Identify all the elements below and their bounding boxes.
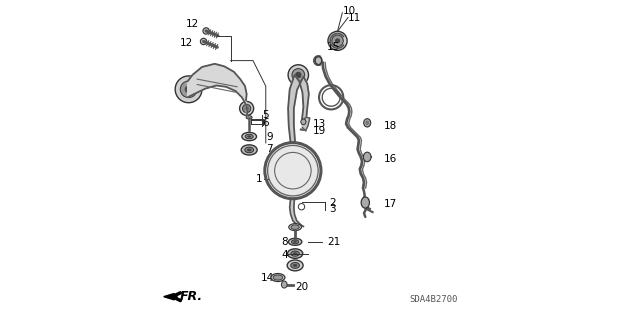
Ellipse shape	[282, 281, 287, 288]
Circle shape	[243, 104, 251, 113]
Circle shape	[175, 76, 202, 103]
Circle shape	[298, 204, 305, 210]
Ellipse shape	[287, 249, 303, 258]
Text: 3: 3	[330, 204, 336, 214]
Text: 9: 9	[266, 131, 273, 142]
Circle shape	[185, 85, 193, 93]
Ellipse shape	[273, 275, 283, 280]
Text: 12: 12	[180, 38, 193, 48]
Text: SDA4B2700: SDA4B2700	[410, 295, 458, 304]
Polygon shape	[164, 293, 174, 300]
Text: 21: 21	[328, 237, 341, 248]
Ellipse shape	[287, 260, 303, 271]
Ellipse shape	[247, 149, 252, 151]
Text: 14: 14	[261, 272, 275, 283]
Ellipse shape	[289, 238, 302, 245]
Ellipse shape	[247, 135, 252, 138]
Text: 12: 12	[186, 19, 198, 29]
Circle shape	[180, 81, 197, 98]
Text: 4: 4	[282, 250, 289, 260]
Circle shape	[239, 101, 253, 115]
Ellipse shape	[293, 252, 297, 255]
Polygon shape	[288, 75, 309, 143]
Text: FR.: FR.	[180, 290, 203, 302]
Text: 18: 18	[384, 121, 397, 131]
Ellipse shape	[291, 225, 300, 229]
Ellipse shape	[293, 264, 298, 267]
Ellipse shape	[289, 224, 301, 231]
Circle shape	[332, 35, 343, 47]
Text: 15: 15	[326, 42, 340, 52]
Text: 5: 5	[262, 110, 269, 121]
Ellipse shape	[246, 116, 252, 119]
Circle shape	[335, 38, 340, 43]
Ellipse shape	[365, 121, 369, 125]
Circle shape	[288, 65, 308, 85]
Ellipse shape	[291, 240, 299, 244]
Ellipse shape	[364, 152, 371, 162]
Text: 20: 20	[295, 282, 308, 292]
Ellipse shape	[203, 28, 209, 34]
Polygon shape	[188, 64, 247, 118]
Text: 10: 10	[342, 6, 355, 16]
Circle shape	[328, 31, 347, 50]
Ellipse shape	[242, 132, 257, 141]
Ellipse shape	[301, 119, 306, 125]
Text: 13: 13	[313, 119, 326, 129]
Circle shape	[295, 72, 301, 78]
Text: 6: 6	[262, 118, 269, 128]
Circle shape	[244, 107, 248, 110]
Ellipse shape	[241, 145, 257, 155]
Ellipse shape	[361, 197, 369, 208]
Ellipse shape	[293, 241, 297, 243]
Circle shape	[268, 146, 317, 195]
Ellipse shape	[291, 251, 300, 256]
Text: 7: 7	[266, 144, 273, 154]
Polygon shape	[290, 198, 303, 226]
Text: 11: 11	[348, 12, 362, 23]
Ellipse shape	[291, 263, 300, 268]
Ellipse shape	[245, 134, 253, 139]
Text: 19: 19	[313, 126, 326, 137]
Text: 16: 16	[384, 154, 397, 164]
Ellipse shape	[244, 147, 253, 153]
Polygon shape	[302, 117, 310, 131]
Circle shape	[292, 69, 305, 81]
Text: 1: 1	[255, 174, 262, 184]
Text: 17: 17	[384, 199, 397, 209]
Ellipse shape	[200, 38, 207, 45]
Ellipse shape	[316, 57, 321, 64]
Text: 8: 8	[282, 237, 289, 248]
Ellipse shape	[364, 119, 371, 127]
Text: 2: 2	[330, 197, 336, 208]
Ellipse shape	[271, 273, 285, 281]
